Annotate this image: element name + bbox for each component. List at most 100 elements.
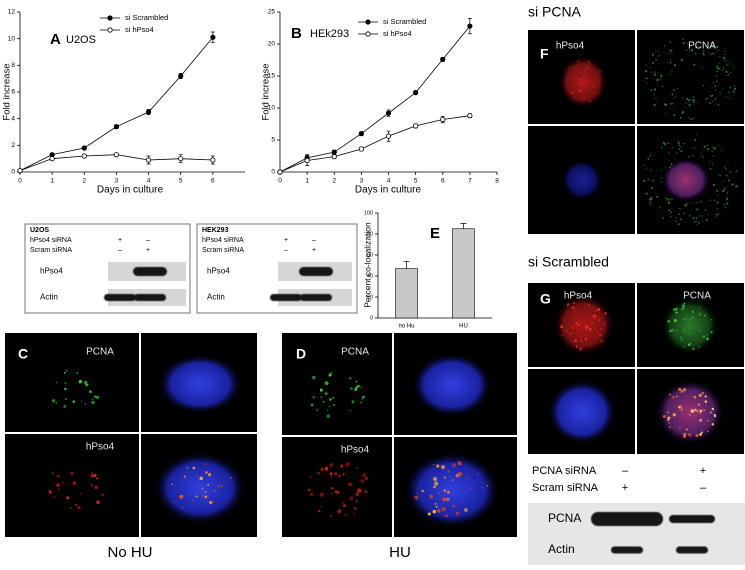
y-tick-label: 5 <box>271 137 275 144</box>
focus <box>675 329 678 332</box>
focus <box>436 464 440 468</box>
cytoplasm-dot <box>709 167 712 170</box>
focus <box>192 466 196 470</box>
cytoplasm-dot <box>690 99 692 102</box>
focus <box>592 72 595 75</box>
cytoplasm-dot <box>650 89 653 92</box>
cytoplasm-dot <box>694 52 697 55</box>
band <box>133 267 167 276</box>
focus <box>597 68 600 71</box>
band-label: hPso4 <box>207 267 230 276</box>
focus <box>343 504 345 507</box>
y-axis-label: Percent co-localization <box>362 222 372 308</box>
cytoplasm-dot <box>657 50 659 52</box>
blot-title: HEK293 <box>202 227 229 234</box>
cytoplasm-dot <box>661 76 663 79</box>
focus <box>572 309 576 313</box>
focus <box>599 339 604 343</box>
focus <box>174 485 176 487</box>
cytoplasm-dot <box>722 180 724 183</box>
focus <box>96 500 100 505</box>
caption: HU <box>389 544 411 561</box>
focus <box>682 388 687 392</box>
channel-label: PCNA <box>688 41 716 52</box>
focus <box>334 490 338 494</box>
focus <box>576 320 581 324</box>
lane-sign: + <box>312 247 316 254</box>
focus <box>432 463 435 466</box>
cytoplasm-dot <box>656 78 659 82</box>
data-point <box>81 145 87 151</box>
lane-sign: + <box>284 237 288 244</box>
focus <box>330 475 333 478</box>
focus <box>330 371 333 374</box>
cytoplasm-dot <box>649 155 652 157</box>
cytoplasm-dot <box>673 106 675 108</box>
focus <box>421 489 424 493</box>
cytoplasm-dot <box>718 55 721 58</box>
cytoplasm-dot <box>702 84 705 87</box>
cytoplasm-dot <box>705 98 707 100</box>
focus <box>436 508 441 513</box>
cytoplasm-dot <box>705 219 708 222</box>
cytoplasm-dot <box>693 117 696 120</box>
focus <box>579 83 581 85</box>
panel-letter: G <box>540 291 551 307</box>
cytoplasm-dot <box>647 157 650 160</box>
x-tick-label: 0 <box>278 178 282 185</box>
focus <box>171 483 173 485</box>
cytoplasm-dot <box>670 211 673 214</box>
nucleus <box>158 354 242 414</box>
cytoplasm-dot <box>660 74 663 77</box>
cytoplasm-dot <box>696 223 698 226</box>
focus <box>320 467 324 471</box>
legend-label: si Scrambled <box>125 13 168 22</box>
focus <box>355 492 360 497</box>
cytoplasm-dot <box>673 114 676 117</box>
focus <box>579 335 583 339</box>
cytoplasm-dot <box>702 54 704 56</box>
cytoplasm-dot <box>697 221 701 224</box>
cytoplasm-dot <box>670 70 673 73</box>
cytoplasm-dot <box>653 104 656 107</box>
lane-sign: – <box>312 237 316 244</box>
cytoplasm-dot <box>683 142 686 145</box>
cytoplasm-dot <box>669 59 672 61</box>
focus <box>349 387 353 391</box>
cytoplasm-dot <box>665 165 667 167</box>
focus <box>79 492 82 495</box>
cytoplasm-dot <box>697 208 700 211</box>
cytoplasm-dot <box>684 204 687 207</box>
focus <box>435 505 438 508</box>
data-point <box>210 157 216 163</box>
cytoplasm-dot <box>728 73 730 76</box>
cytoplasm-dot <box>718 174 721 177</box>
focus <box>83 380 88 385</box>
focus <box>316 409 318 411</box>
focus <box>598 92 601 95</box>
band <box>104 294 136 301</box>
cytoplasm-dot <box>719 91 721 93</box>
data-point <box>304 157 310 164</box>
cytoplasm-dot <box>726 74 728 76</box>
focus <box>591 305 594 309</box>
panel-heading: si PCNA <box>528 4 582 20</box>
focus <box>333 404 336 406</box>
cytoplasm-dot <box>697 101 699 104</box>
cytoplasm-dot <box>655 58 657 61</box>
focus <box>669 393 672 396</box>
focus <box>697 403 701 406</box>
focus <box>56 474 60 478</box>
focus <box>329 472 333 476</box>
focus <box>178 495 183 499</box>
focus <box>586 66 589 70</box>
cytoplasm-dot <box>680 59 684 62</box>
cytoplasm-dot <box>644 164 646 167</box>
focus <box>704 395 707 398</box>
focus <box>51 472 54 474</box>
focus <box>710 318 713 321</box>
focus <box>575 345 578 348</box>
cytoplasm-dot <box>707 214 710 216</box>
focus <box>592 310 594 312</box>
cytoplasm-dot <box>695 217 698 220</box>
